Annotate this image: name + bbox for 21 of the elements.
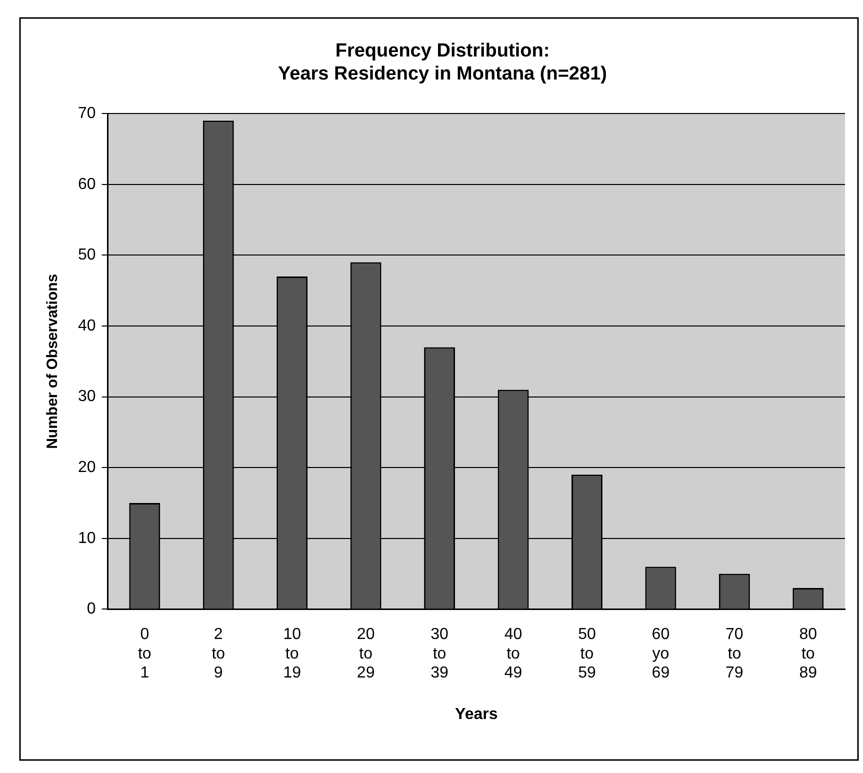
y-tick-label: 40	[78, 317, 96, 334]
y-tick-label: 70	[78, 105, 96, 122]
chart-title: Frequency Distribution: Years Residency in Montana (n=281)	[278, 40, 607, 84]
y-tick-label: 0	[86, 600, 96, 618]
y-tick-label: 20	[78, 459, 96, 476]
y-axis-title: Number of Observations	[44, 274, 62, 449]
x-tick-label: 40 to 49	[504, 626, 522, 682]
x-tick-label: 20 to 29	[356, 626, 375, 682]
x-tick-label: 0 to 1	[138, 626, 152, 682]
y-tick-label: 60	[78, 176, 96, 193]
x-tick-label: 30 to 39	[430, 626, 449, 682]
x-tick-label: 50 to 59	[578, 626, 596, 682]
y-tick-label: 50	[78, 246, 96, 264]
y-tick-label: 30	[78, 388, 96, 406]
x-tick-label: 2 to 9	[212, 626, 226, 682]
x-tick-label: 10 to 19	[283, 626, 302, 682]
x-tick-label: 70 to 79	[726, 626, 744, 682]
x-tick-label: 80 to 89	[799, 626, 818, 682]
y-tick-label: 10	[78, 530, 96, 547]
x-tick-label: 60 yo 69	[652, 626, 670, 682]
x-axis-title: Years	[455, 706, 498, 723]
